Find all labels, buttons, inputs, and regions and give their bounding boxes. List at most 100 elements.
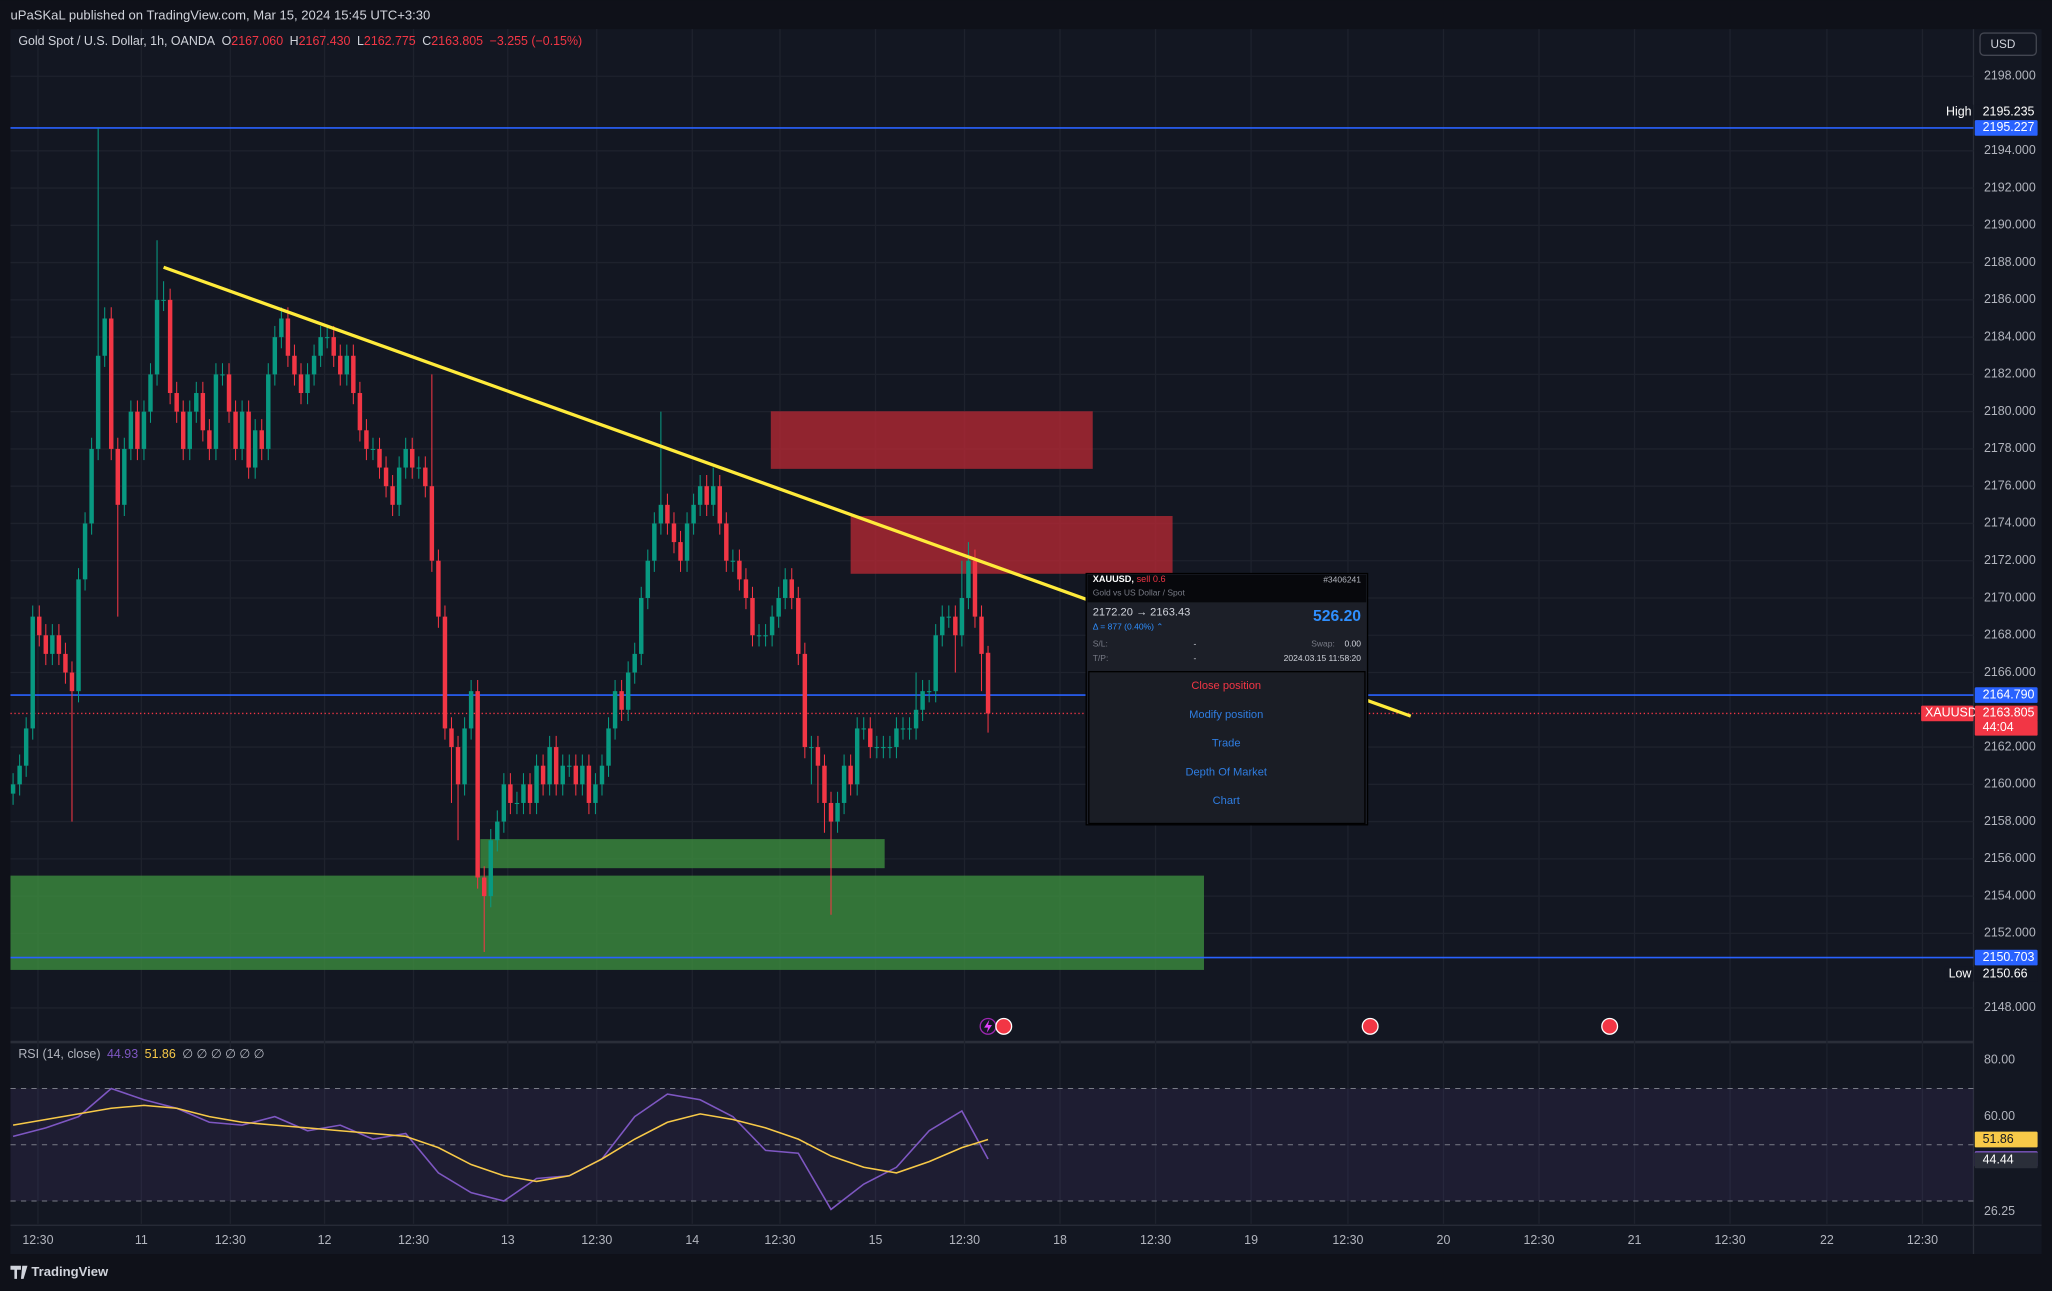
x-tick-label: 12:30 [1140,1233,1171,1247]
y-tick-label: 2180.000 [1984,404,2036,418]
popup-menu-item[interactable]: Chart [1213,795,1240,807]
candle-body [678,542,683,561]
candle-body [410,448,415,468]
x-tick-label: 13 [501,1233,515,1247]
x-tick-label: 12:30 [398,1233,429,1247]
candle-body [724,523,729,561]
candle-body [652,523,657,561]
currency-button[interactable] [1979,32,2037,56]
high-label-box [1974,104,2038,120]
popup-row-value: 2024.03.15 11:58:20 [1284,653,1362,663]
y-tick-label: 2188.000 [1984,255,2036,269]
rsi-marker-label: 44.44 [1983,1153,2014,1167]
candle-body [972,560,978,617]
candle-body [593,784,598,803]
change: −3.255 (−0.15%) [490,34,583,48]
candle-body [645,560,651,598]
candle-body [292,355,297,375]
candle-body [567,765,572,767]
candle-body [266,374,271,449]
candle-body [632,653,637,673]
candle-body [148,374,153,412]
ohlc-key: O [222,34,232,48]
event-icons [979,1017,1619,1035]
popup-profit: 526.20 [1313,608,1361,625]
candle-body [338,355,343,375]
candle-body [403,448,408,468]
popup-menu-item[interactable]: Close position [1191,680,1261,692]
candle-body [50,635,55,654]
candle-body [279,318,284,338]
rsi-marker-label-box [1974,1152,2038,1169]
candle-body [606,728,611,766]
popup-header [1087,574,1367,603]
candle-body [174,393,179,412]
candle-body [619,691,624,710]
rsi-ma-label: 51.86 [1983,1132,2014,1146]
popup-menu-item[interactable]: Modify position [1189,709,1263,721]
level-label: 2164.790 [1983,687,2035,701]
popup-description: Gold vs US Dollar / Spot [1093,587,1186,597]
y-tick-label: 2166.000 [1984,665,2036,679]
low-tag-box [1944,966,1974,982]
y-tick-label: 2186.000 [1984,292,2036,306]
x-tick-label: 12:30 [1332,1233,1363,1247]
y-tick-label: 2182.000 [1984,367,2036,381]
level-label: 2195.227 [1983,120,2035,134]
popup-row-label: T/P: [1093,653,1109,663]
candle-body [95,355,101,449]
low-label-box [1974,966,2038,982]
candle-body [697,486,703,505]
countdown: 44:04 [1983,720,2014,734]
candle-body [704,486,709,505]
candle-body [900,728,906,730]
y-tick-label: 2156.000 [1984,851,2036,865]
rsi-tick-label: 26.25 [1984,1204,2015,1218]
candle-body [187,411,192,449]
candle-body [220,374,225,376]
candle-body [926,691,932,693]
candle-body [154,299,160,375]
candle-body [894,728,899,748]
x-tick-label: 19 [1244,1233,1258,1247]
x-tick-label: 12:30 [1523,1233,1554,1247]
popup-menu-item[interactable]: Trade [1212,738,1241,750]
candle-body [102,318,107,356]
y-tick-label: 2172.000 [1984,553,2036,567]
high-tag: High [1946,104,1972,118]
popup-ticket: #3406241 [1323,574,1361,584]
ohlc-value: 2162.775 [364,34,416,48]
candle-body [776,597,781,617]
popup-row-value: - [1194,653,1197,663]
candle-body [979,616,984,654]
y-tick-label: 2178.000 [1984,441,2036,455]
symbol-title: Gold Spot / U.S. Dollar, 1h, OANDA [18,34,215,48]
candle-body [207,430,212,449]
candle-body [351,355,356,394]
y-tick-label: 2198.000 [1984,69,2036,83]
y-tick-label: 2176.000 [1984,478,2036,492]
ohlc-key: C [422,34,431,48]
candle-body [10,784,16,794]
high-label: 2195.235 [1983,104,2035,118]
popup-row-label: S/L: [1093,638,1108,648]
candle-body [573,765,579,785]
candle-body [167,299,173,394]
candle-body [940,616,945,636]
candle-body [481,877,487,897]
x-tick-label: 12:30 [581,1233,612,1247]
candle-body [861,728,866,730]
zone [10,875,1204,970]
popup-menu-item[interactable]: Depth Of Market [1185,766,1267,778]
candle-body [586,765,592,803]
candle-body [881,747,886,749]
low-label: 2150.66 [1983,966,2028,980]
candle-body [488,840,493,897]
candle-body [370,448,376,450]
zone [480,839,885,869]
x-tick-label: 21 [1628,1233,1642,1247]
candle-body [809,747,814,749]
candle-body [959,597,965,636]
candle-body [390,486,395,505]
